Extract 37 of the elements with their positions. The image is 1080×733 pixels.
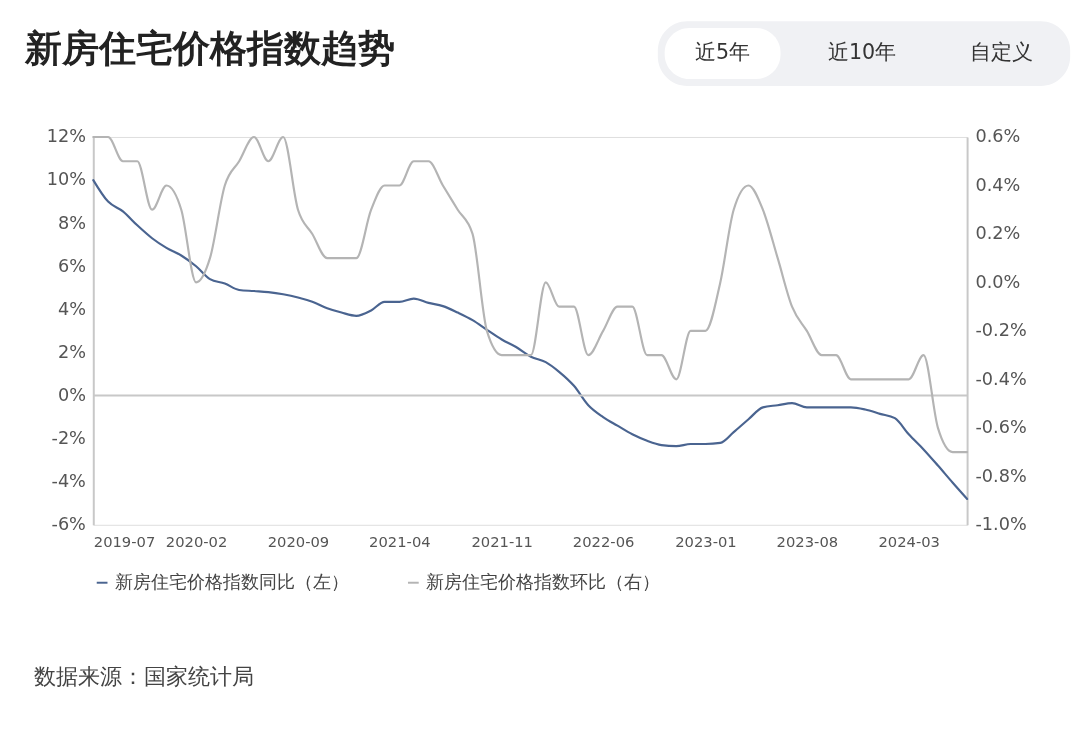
text: 自定义: [969, 40, 1033, 65]
y2-tick-label: 0.2%: [975, 223, 1021, 244]
x-tick-label: 2021-04: [369, 532, 431, 550]
y-tick-label: 10%: [46, 169, 86, 190]
y2-tick-label: -0.6%: [975, 417, 1027, 438]
source-note: 数据来源：国家统计局: [34, 663, 255, 689]
y-tick-label: 4%: [57, 298, 86, 319]
x-tick-label: 2024-03: [878, 532, 940, 550]
y-tick-label: -4%: [51, 471, 86, 492]
x-tick-label: 2023-08: [776, 532, 839, 550]
x-tick-label: 2020-02: [165, 532, 228, 550]
y-tick-label: -6%: [51, 514, 86, 535]
y-tick-label: 12%: [46, 126, 86, 147]
text: 近10年: [827, 40, 897, 65]
text: 近5年: [695, 40, 751, 65]
y-tick-label: -2%: [51, 428, 86, 449]
y2-tick-label: 0.4%: [975, 174, 1021, 195]
x-tick-label: 2022-06: [572, 532, 635, 550]
x-tick-label: 2021-11: [471, 532, 533, 550]
y2-tick-label: 0.0%: [975, 271, 1021, 292]
chart-title: 新房住宅价格指数趋势: [23, 26, 395, 71]
y-tick-label: 0%: [57, 384, 86, 405]
y2-tick-label: -0.8%: [975, 465, 1027, 486]
x-tick-label: 2019-07: [93, 532, 156, 550]
y-tick-label: 8%: [57, 212, 86, 233]
y2-tick-label: 0.6%: [975, 126, 1021, 147]
x-tick-label: 2020-09: [267, 532, 330, 550]
y2-tick-label: -1.0%: [975, 514, 1027, 535]
x-tick-label: 2023-01: [675, 532, 737, 550]
line-series: [92, 178, 969, 501]
legend-label: 新房住宅价格指数同比（左）: [114, 571, 349, 592]
y-tick-label: 6%: [57, 255, 86, 276]
y2-tick-label: -0.2%: [975, 320, 1027, 341]
legend-label: 新房住宅价格指数环比（右）: [426, 571, 661, 592]
line-series: [92, 135, 969, 454]
y-tick-label: 2%: [57, 341, 86, 362]
y2-tick-label: -0.4%: [975, 368, 1027, 389]
